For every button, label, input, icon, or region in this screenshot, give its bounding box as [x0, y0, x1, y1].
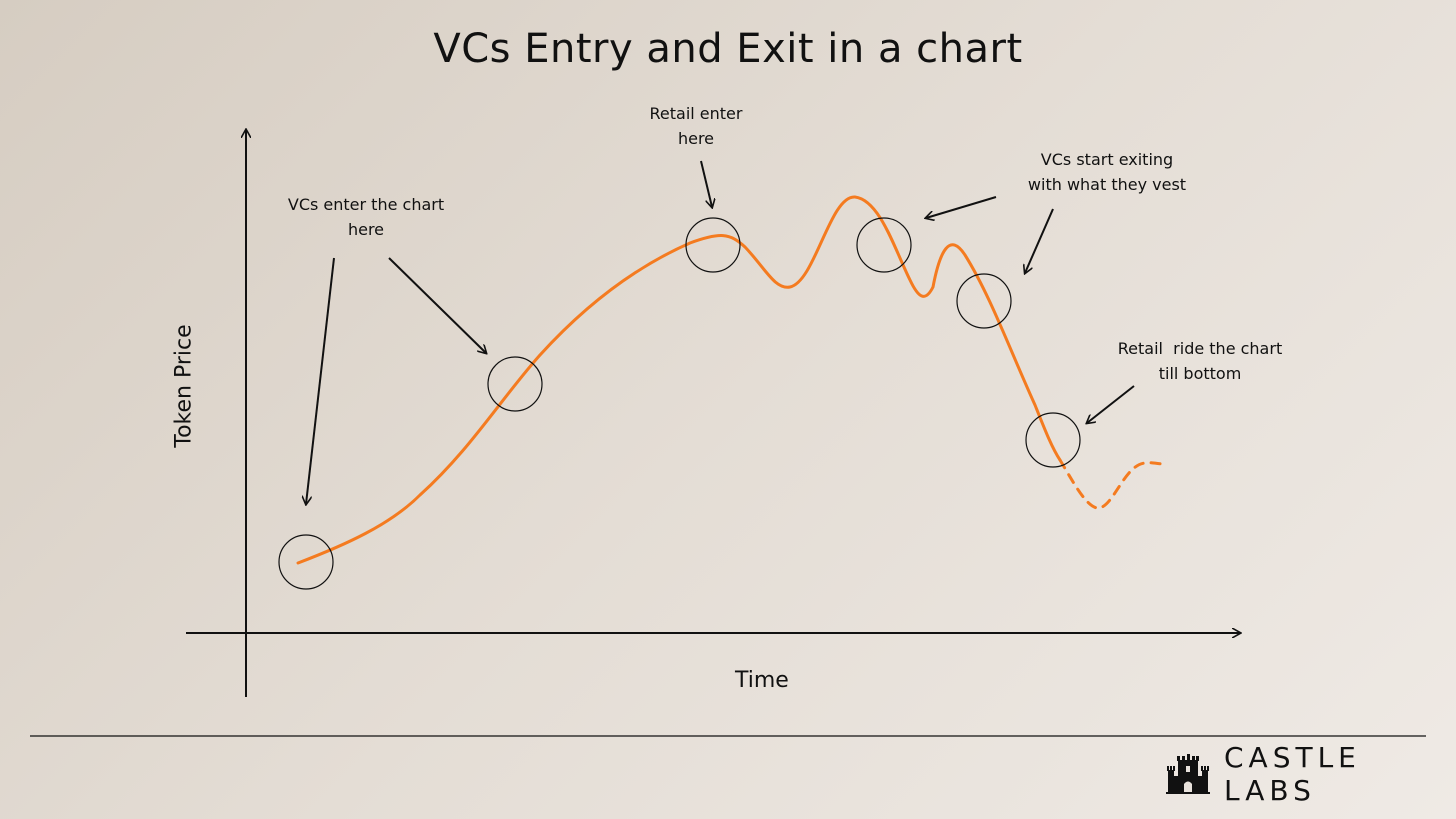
annotation-retail-ride-line-2: till bottom — [1158, 364, 1242, 383]
annotation-vc-exit: VCs start exiting with what they vest — [1018, 147, 1196, 197]
marker-circle-vc-entry-2 — [487, 356, 543, 412]
annotation-retail-ride-line-1: Retail ride the chart — [1117, 339, 1283, 358]
annotation-vc-enter-line-2: here — [347, 220, 385, 239]
marker-circle-vc-entry-1 — [278, 534, 334, 590]
arrow-vc-entry-1 — [306, 257, 335, 504]
annotation-retail-enter-line-2: here — [677, 129, 715, 148]
marker-circle-vc-exit-2 — [956, 273, 1012, 329]
castle-icon — [1164, 748, 1212, 800]
arrow-retail-entry — [700, 160, 712, 207]
price-curve-projection — [1058, 458, 1167, 510]
arrow-vc-exit-1 — [926, 196, 997, 218]
marker-circle-retail-entry — [685, 217, 741, 273]
annotation-retail-enter-line-1: Retail enter — [649, 104, 743, 123]
annotation-vc-exit-line-2: with what they vest — [1027, 175, 1187, 194]
arrow-vc-entry-2 — [388, 257, 486, 353]
annotation-vc-enter: VCs enter the chart here — [284, 192, 448, 242]
arrow-retail-bottom — [1087, 385, 1135, 423]
marker-circle-vc-exit-1 — [856, 217, 912, 273]
price-curve — [296, 195, 1062, 565]
annotation-retail-enter: Retail enter here — [640, 101, 752, 151]
chart-title: VCs Entry and Exit in a chart — [433, 26, 1023, 72]
annotation-vc-enter-line-1: VCs enter the chart — [287, 195, 445, 214]
brand-name: CASTLE LABS — [1224, 741, 1361, 807]
annotation-vc-exit-line-1: VCs start exiting — [1040, 150, 1174, 169]
brand-logo: CASTLE LABS — [1164, 741, 1456, 807]
annotation-retail-ride: Retail ride the chart till bottom — [1110, 336, 1290, 386]
y-axis-label: Token Price — [171, 324, 197, 448]
marker-circle-retail-bottom — [1025, 412, 1081, 468]
arrow-vc-exit-2 — [1025, 208, 1054, 273]
x-axis-label: Time — [735, 668, 789, 693]
